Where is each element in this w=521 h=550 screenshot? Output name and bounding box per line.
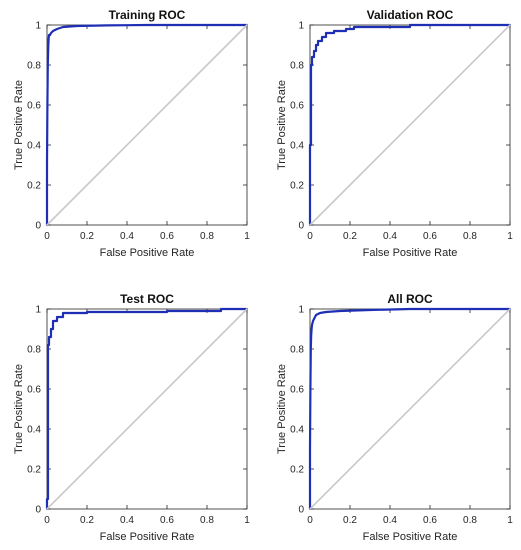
all-roc-diagonal-reference-line	[309, 308, 511, 510]
test-roc-x-tick-label: 0.2	[80, 515, 94, 526]
validation-roc-chart: 0 0.2 0.4 0.6 0.8 1 0 0.2 0.4 0.6 0.8 1 Validation R…	[276, 8, 513, 259]
training-roc-x-tick-label: 0	[44, 231, 50, 242]
validation-roc-x-tick-label: 0.6	[423, 231, 437, 242]
all-roc-y-tick-label: 0.8	[290, 345, 304, 356]
test-roc-y-tick-label: 0.4	[27, 425, 41, 436]
training-roc-y-axis-label: True Positive Rate	[13, 80, 25, 170]
all-roc-x-axis-label: False Positive Rate	[363, 531, 458, 543]
validation-roc-y-tick-label: 0.2	[290, 181, 304, 192]
validation-roc-x-tick-label: 0.8	[463, 231, 477, 242]
training-roc-diagonal-reference-line	[46, 24, 248, 226]
all-roc-x-tick-label: 0.4	[383, 515, 397, 526]
test-roc-diagonal-reference-line	[46, 308, 248, 510]
training-roc-title: Training ROC	[109, 8, 186, 22]
validation-roc-x-tick-label: 0.2	[343, 231, 357, 242]
test-roc-x-tick-label: 1	[244, 515, 250, 526]
test-roc-x-tick-label: 0	[44, 515, 50, 526]
all-roc-y-tick-label: 1	[298, 305, 304, 316]
validation-roc-y-tick-label: 0.4	[290, 141, 304, 152]
test-roc-chart: 0 0.2 0.4 0.6 0.8 1 0 0.2 0.4 0.6 0.8 1 Test ROC Fals…	[13, 292, 250, 543]
test-roc-y-tick-label: 0	[35, 505, 41, 516]
test-roc-y-tick-label: 0.8	[27, 345, 41, 356]
all-roc-y-tick-label: 0.6	[290, 385, 304, 396]
all-roc-y-tick-label: 0.4	[290, 425, 304, 436]
test-roc-y-axis-label: True Positive Rate	[13, 364, 25, 454]
all-roc-y-tick-label: 0	[298, 505, 304, 516]
all-roc-y-tick-label: 0.2	[290, 465, 304, 476]
validation-roc-x-tick-label: 0.4	[383, 231, 397, 242]
training-roc-y-tick-label: 1	[35, 21, 41, 32]
all-roc-roc-curve	[308, 307, 512, 511]
training-roc-y-tick-label: 0	[35, 221, 41, 232]
test-roc-title: Test ROC	[120, 292, 174, 306]
training-roc-x-tick-label: 1	[244, 231, 250, 242]
training-roc-y-tick-label: 0.2	[27, 181, 41, 192]
validation-roc-y-tick-label: 0.8	[290, 61, 304, 72]
all-roc-x-tick-label: 0.2	[343, 515, 357, 526]
test-roc-roc-curve	[45, 307, 249, 511]
validation-roc-y-tick-label: 0.6	[290, 101, 304, 112]
test-roc-y-tick-label: 0.6	[27, 385, 41, 396]
training-roc-x-tick-label: 0.8	[200, 231, 214, 242]
validation-roc-y-tick-label: 0	[298, 221, 304, 232]
validation-roc-x-tick-label: 1	[507, 231, 513, 242]
training-roc-x-tick-label: 0.6	[160, 231, 174, 242]
test-roc-x-tick-label: 0.4	[120, 515, 134, 526]
test-roc-y-tick-label: 1	[35, 305, 41, 316]
training-roc-y-tick-label: 0.4	[27, 141, 41, 152]
validation-roc-diagonal-reference-line	[309, 24, 511, 226]
training-roc-roc-curve	[45, 23, 249, 227]
training-roc-y-tick-label: 0.6	[27, 101, 41, 112]
training-roc-chart: 0 0.2 0.4 0.6 0.8 1 0 0.2 0.4 0.6 0.8 1 Training ROC…	[13, 8, 250, 259]
all-roc-x-tick-label: 1	[507, 515, 513, 526]
test-roc-x-tick-label: 0.6	[160, 515, 174, 526]
validation-roc-y-tick-label: 1	[298, 21, 304, 32]
all-roc-chart: 0 0.2 0.4 0.6 0.8 1 0 0.2 0.4 0.6 0.8 1 All ROC False…	[276, 292, 513, 543]
training-roc-x-axis-label: False Positive Rate	[100, 247, 195, 259]
validation-roc-title: Validation ROC	[367, 8, 454, 22]
training-roc-y-tick-label: 0.8	[27, 61, 41, 72]
all-roc-y-axis-label: True Positive Rate	[276, 364, 288, 454]
all-roc-title: All ROC	[387, 292, 433, 306]
all-roc-x-tick-label: 0.6	[423, 515, 437, 526]
test-roc-y-tick-label: 0.2	[27, 465, 41, 476]
training-roc-x-tick-label: 0.4	[120, 231, 134, 242]
validation-roc-x-axis-label: False Positive Rate	[363, 247, 458, 259]
all-roc-x-tick-label: 0	[307, 515, 313, 526]
validation-roc-x-tick-label: 0	[307, 231, 313, 242]
test-roc-x-tick-label: 0.8	[200, 515, 214, 526]
test-roc-x-axis-label: False Positive Rate	[100, 531, 195, 543]
validation-roc-roc-curve	[308, 23, 512, 227]
training-roc-x-tick-label: 0.2	[80, 231, 94, 242]
validation-roc-y-axis-label: True Positive Rate	[276, 80, 288, 170]
all-roc-x-tick-label: 0.8	[463, 515, 477, 526]
